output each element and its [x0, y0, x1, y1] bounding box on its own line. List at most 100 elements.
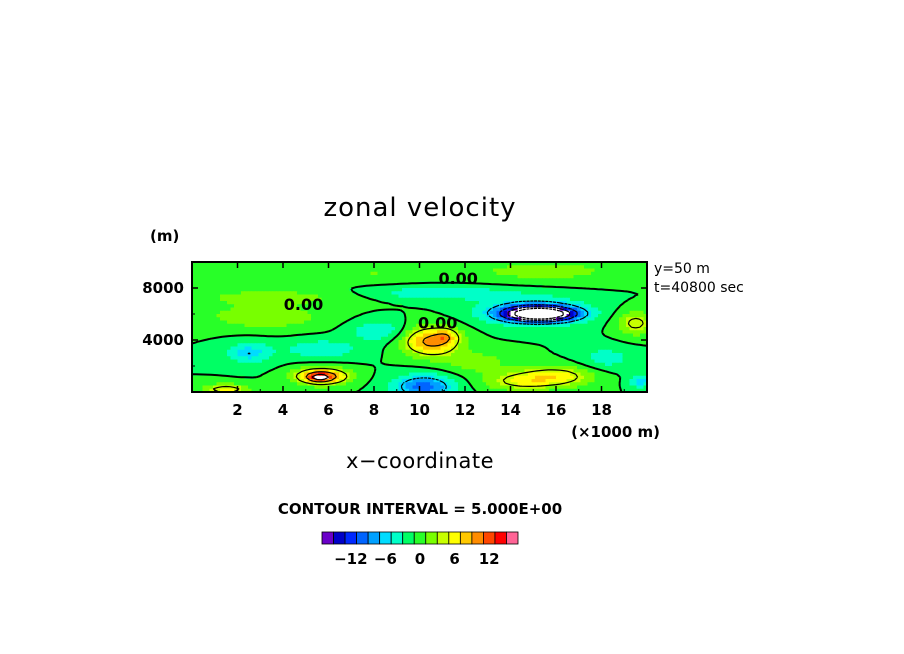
- heatmap-cell: [419, 275, 424, 279]
- heatmap-cell: [248, 294, 253, 299]
- heatmap-cell: [615, 278, 620, 283]
- heatmap-cell: [293, 356, 298, 361]
- heatmap-cell: [213, 327, 218, 331]
- heatmap-cell: [241, 385, 246, 390]
- heatmap-cell: [328, 349, 333, 354]
- heatmap-cell: [230, 307, 235, 312]
- heatmap-cell: [398, 343, 403, 348]
- heatmap-cell: [416, 262, 421, 266]
- heatmap-cell: [346, 356, 351, 361]
- heatmap-cell: [202, 301, 207, 305]
- heatmap-cell: [398, 265, 403, 270]
- heatmap-cell: [192, 323, 197, 328]
- heatmap-cell: [237, 310, 242, 315]
- heatmap-cell: [412, 291, 417, 296]
- heatmap-cell: [440, 271, 445, 276]
- heatmap-cell: [269, 288, 274, 292]
- heatmap-cell: [332, 343, 337, 348]
- heatmap-cell: [601, 304, 606, 309]
- heatmap-cell: [398, 291, 403, 296]
- heatmap-cell: [223, 317, 228, 322]
- heatmap-cell: [454, 265, 459, 270]
- heatmap-cell: [192, 333, 197, 338]
- heatmap-cell: [339, 336, 344, 341]
- heatmap-cell: [342, 314, 347, 318]
- heatmap-cell: [451, 353, 456, 357]
- heatmap-cell: [430, 346, 435, 351]
- heatmap-cell: [297, 281, 302, 286]
- heatmap-cell: [388, 330, 393, 335]
- heatmap-cell: [213, 317, 218, 322]
- heatmap-cell: [286, 369, 291, 374]
- heatmap-cell: [272, 362, 277, 367]
- heatmap-cell: [629, 362, 634, 367]
- heatmap-cell: [447, 323, 452, 328]
- heatmap-cell: [423, 343, 428, 348]
- heatmap-cell: [391, 288, 396, 292]
- heatmap-cell: [521, 359, 526, 364]
- heatmap-cell: [276, 323, 281, 328]
- heatmap-cell: [489, 304, 494, 309]
- heatmap-cell: [573, 268, 578, 273]
- heatmap-cell: [577, 275, 582, 279]
- heatmap-cell: [416, 265, 421, 270]
- heatmap-cell: [472, 291, 477, 296]
- heatmap-cell: [531, 320, 536, 325]
- heatmap-cell: [605, 349, 610, 354]
- heatmap-cell: [276, 271, 281, 276]
- heatmap-cell: [342, 379, 347, 383]
- heatmap-cell: [591, 320, 596, 325]
- heatmap-cell: [594, 362, 599, 367]
- heatmap-cell: [612, 271, 617, 276]
- heatmap-cell: [384, 278, 389, 283]
- heatmap-cell: [293, 265, 298, 270]
- heatmap-cell: [293, 281, 298, 286]
- heatmap-cell: [622, 382, 627, 387]
- heatmap-cell: [304, 340, 309, 344]
- heatmap-cell: [216, 281, 221, 286]
- heatmap-cell: [374, 379, 379, 383]
- heatmap-cell: [500, 320, 505, 325]
- heatmap-cell: [531, 330, 536, 335]
- heatmap-cell: [510, 349, 515, 354]
- heatmap-cell: [563, 343, 568, 348]
- heatmap-cell: [570, 369, 575, 374]
- heatmap-cell: [559, 281, 564, 286]
- heatmap-cell: [251, 372, 256, 377]
- heatmap-cell: [479, 288, 484, 292]
- heatmap-cell: [384, 359, 389, 364]
- heatmap-cell: [556, 359, 561, 364]
- heatmap-cell: [269, 275, 274, 279]
- heatmap-cell: [605, 330, 610, 335]
- heatmap-cell: [521, 333, 526, 338]
- heatmap-cell: [416, 301, 421, 305]
- heatmap-cell: [426, 265, 431, 270]
- heatmap-cell: [321, 262, 326, 266]
- heatmap-cell: [248, 353, 253, 357]
- heatmap-cell: [328, 262, 333, 266]
- heatmap-cell: [300, 284, 305, 289]
- heatmap-cell: [538, 304, 543, 309]
- heatmap-cell: [423, 265, 428, 270]
- heatmap-cell: [640, 362, 645, 367]
- heatmap-cell: [199, 359, 204, 364]
- heatmap-cell: [510, 304, 515, 309]
- heatmap-cell: [468, 304, 473, 309]
- heatmap-cell: [248, 340, 253, 344]
- heatmap-cell: [531, 288, 536, 292]
- heatmap-cell: [447, 262, 452, 266]
- heatmap-cell: [216, 356, 221, 361]
- heatmap-cell: [223, 291, 228, 296]
- heatmap-cell: [633, 340, 638, 344]
- heatmap-cell: [640, 333, 645, 338]
- heatmap-cell: [566, 375, 571, 380]
- heatmap-cell: [538, 327, 543, 331]
- heatmap-cell: [556, 346, 561, 351]
- heatmap-cell: [475, 353, 480, 357]
- heatmap-cell: [503, 359, 508, 364]
- heatmap-cell: [528, 336, 533, 341]
- heatmap-cell: [293, 320, 298, 325]
- heatmap-cell: [363, 330, 368, 335]
- heatmap-cell: [251, 268, 256, 273]
- heatmap-cell: [440, 375, 445, 380]
